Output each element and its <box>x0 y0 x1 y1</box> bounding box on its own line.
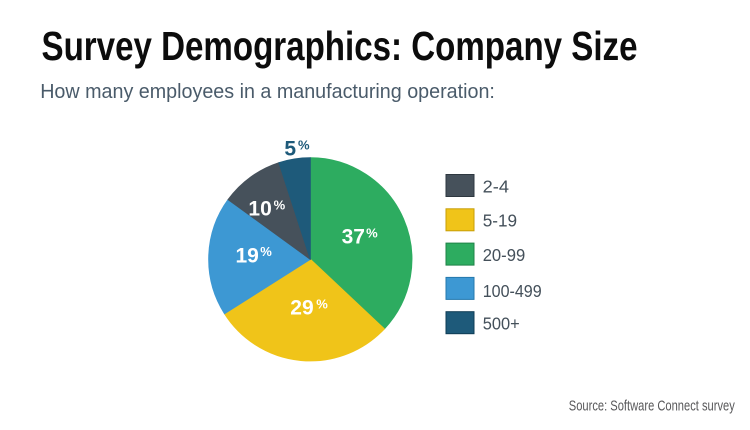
svg-text:100-499: 100-499 <box>483 281 542 301</box>
svg-text:Source: Software Connect surve: Source: Software Connect survey <box>569 398 735 415</box>
svg-text:%: % <box>298 137 310 152</box>
svg-text:How many employees in a manufa: How many employees in a manufacturing op… <box>40 81 495 103</box>
svg-text:20-99: 20-99 <box>483 245 526 265</box>
svg-text:10: 10 <box>248 198 271 221</box>
svg-text:500+: 500+ <box>483 314 520 334</box>
svg-text:Survey Demographics: Company S: Survey Demographics: Company Size <box>42 23 638 69</box>
svg-text:2-4: 2-4 <box>483 177 510 197</box>
svg-text:%: % <box>366 225 378 240</box>
svg-text:%: % <box>260 244 272 259</box>
svg-text:37: 37 <box>342 225 365 248</box>
svg-text:%: % <box>316 296 328 311</box>
svg-text:5-19: 5-19 <box>483 211 517 231</box>
svg-text:5: 5 <box>284 138 296 161</box>
svg-text:29: 29 <box>290 296 313 319</box>
svg-text:%: % <box>274 198 286 213</box>
svg-text:19: 19 <box>236 244 259 267</box>
